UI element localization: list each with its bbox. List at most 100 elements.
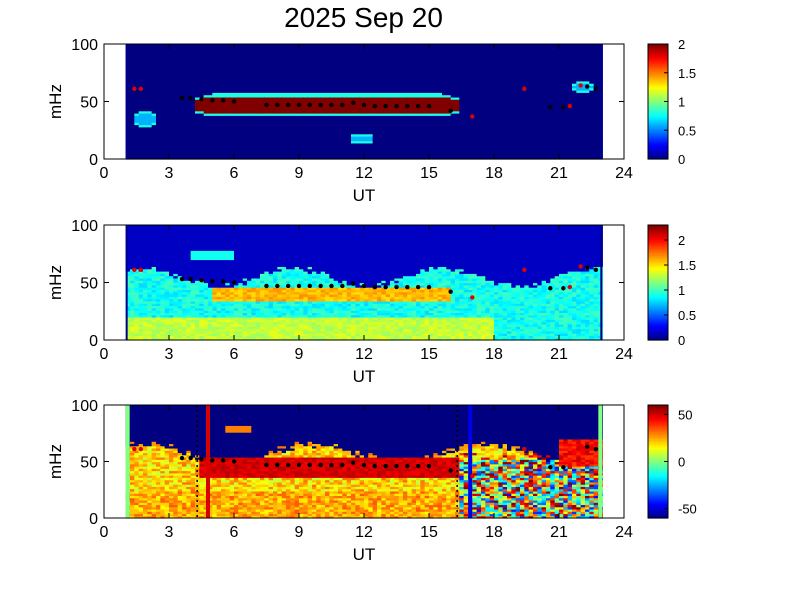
heatmap-cell — [446, 96, 452, 100]
heatmap-cell — [338, 147, 343, 151]
heatmap-cell — [147, 149, 153, 153]
heatmap-cell — [494, 57, 499, 61]
heatmap-cell — [290, 142, 296, 146]
heatmap-cell — [199, 147, 205, 151]
heatmap-cell — [442, 80, 447, 84]
heatmap-cell — [216, 67, 222, 70]
heatmap-cell — [151, 129, 157, 132]
heatmap-cell — [195, 140, 200, 144]
heatmap-cell — [156, 60, 161, 63]
heatmap-cell — [546, 142, 551, 146]
heatmap-cell — [459, 69, 465, 73]
heatmap-cell — [173, 133, 179, 137]
heatmap-cell — [164, 124, 170, 128]
heatmap-cell — [390, 115, 395, 119]
heatmap-cell — [541, 99, 547, 103]
heatmap-cell — [377, 76, 382, 80]
heatmap-cell — [502, 154, 508, 158]
heatmap-cell — [169, 55, 174, 59]
heatmap-cell — [351, 136, 356, 139]
heatmap-cell — [290, 106, 296, 109]
heatmap-cell — [364, 76, 369, 80]
heatmap-cell — [216, 85, 222, 89]
heatmap-cell — [485, 156, 491, 160]
heatmap-cell — [420, 149, 426, 153]
heatmap-cell — [147, 83, 153, 86]
heatmap-cell — [138, 96, 144, 100]
heatmap-cell — [468, 50, 473, 54]
heatmap-cell — [355, 69, 361, 73]
heatmap-cell — [433, 129, 439, 132]
heatmap-cell — [407, 106, 413, 109]
heatmap-cell — [520, 147, 525, 151]
heatmap-cell — [398, 156, 404, 160]
heatmap-cell — [498, 83, 504, 86]
heatmap-cell — [125, 46, 131, 50]
heatmap-cell — [225, 149, 231, 153]
heatmap-cell — [125, 57, 131, 61]
heatmap-cell — [238, 83, 244, 86]
heatmap-cell — [234, 145, 239, 149]
heatmap-cell — [554, 55, 560, 59]
heatmap-cell — [255, 106, 261, 109]
heatmap-cell — [489, 78, 495, 82]
heatmap-cell — [498, 126, 504, 130]
heatmap-cell — [459, 46, 465, 50]
heatmap-cell — [377, 64, 382, 68]
heatmap-cell — [182, 55, 187, 59]
heatmap-cell — [151, 62, 157, 66]
heatmap-cell — [199, 46, 205, 50]
heatmap-cell — [273, 48, 278, 52]
heatmap-cell — [312, 110, 317, 114]
heatmap-cell — [247, 92, 252, 96]
heatmap-cell — [407, 138, 413, 142]
heatmap-cell — [316, 138, 322, 142]
heatmap-cell — [286, 108, 291, 112]
heatmap-cell — [325, 119, 330, 123]
heatmap-cell — [429, 71, 434, 75]
heatmap-cell — [138, 103, 144, 107]
heatmap-cell — [286, 154, 291, 158]
heatmap-cell — [385, 106, 391, 109]
heatmap-cell — [390, 48, 395, 52]
heatmap-cell — [216, 90, 222, 93]
heatmap-cell — [247, 71, 252, 75]
heatmap-cell — [190, 103, 196, 107]
heatmap-cell — [476, 85, 482, 89]
heatmap-cell — [403, 117, 408, 121]
heatmap-cell — [541, 94, 547, 98]
heatmap-cell — [524, 50, 530, 54]
heatmap-cell — [333, 145, 339, 149]
heatmap-cell — [216, 46, 222, 50]
heatmap-cell — [342, 71, 348, 75]
heatmap-cell — [533, 115, 538, 119]
heatmap-cell — [390, 87, 395, 91]
heatmap-cell — [394, 149, 400, 153]
heatmap-cell — [390, 124, 395, 128]
heatmap-cell — [138, 122, 144, 126]
heatmap-cell — [489, 124, 495, 128]
heatmap-cell — [329, 133, 335, 137]
heatmap-cell — [377, 103, 382, 107]
heatmap-cell — [281, 60, 287, 63]
heatmap-cell — [524, 113, 530, 116]
heatmap-cell — [234, 94, 239, 98]
heatmap-cell — [173, 92, 179, 96]
heatmap-cell — [312, 67, 317, 70]
heatmap-cell — [294, 73, 300, 77]
heatmap-cell — [407, 44, 413, 47]
heatmap-cell — [303, 110, 309, 114]
heatmap-cell — [294, 99, 300, 103]
heatmap-cell — [390, 106, 395, 109]
heatmap-cell — [320, 126, 326, 130]
heatmap-cell — [433, 94, 439, 98]
heatmap-cell — [403, 136, 408, 139]
heatmap-cell — [537, 80, 543, 84]
heatmap-cell — [303, 78, 309, 82]
heatmap-cell — [316, 145, 322, 149]
heatmap-cell — [476, 147, 482, 151]
heatmap-cell — [342, 64, 348, 68]
heatmap-cell — [351, 71, 356, 75]
heatmap-cell — [143, 113, 148, 116]
heatmap-cell — [151, 80, 157, 84]
